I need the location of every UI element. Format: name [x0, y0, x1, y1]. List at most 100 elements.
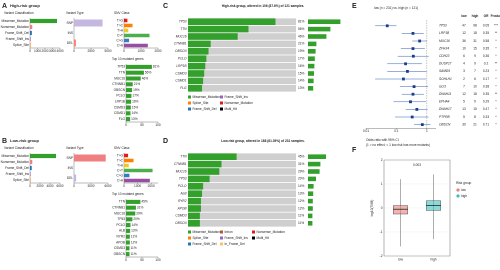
category-label: OBSCN — [114, 252, 126, 256]
percent-label: 45% — [298, 155, 305, 159]
bar — [126, 76, 141, 81]
mutation-block — [188, 190, 203, 197]
x-tick-label: low — [398, 257, 403, 261]
table-cell: 21 — [473, 122, 477, 126]
gene-bar — [308, 221, 313, 226]
row-background — [188, 205, 296, 212]
legend-label: Nonsense_Mutation — [257, 230, 286, 234]
percent-label: 12% — [298, 206, 305, 210]
bar — [124, 33, 150, 38]
percent-label: 14% — [298, 79, 305, 83]
category-label: PCLO — [116, 223, 125, 227]
bar — [124, 38, 130, 43]
percent-label: 56% — [298, 27, 305, 31]
gene-label: CSMD1 — [175, 79, 186, 83]
gene-label: MUC16 — [176, 34, 187, 38]
bar — [126, 246, 130, 251]
table-cell: 10 — [473, 84, 477, 88]
mutation-block — [188, 25, 249, 33]
y-tick-label: 2 — [381, 158, 383, 162]
odds-ratio-point — [411, 92, 415, 96]
gene-bar — [308, 26, 331, 32]
row-background — [188, 62, 296, 70]
bar — [126, 199, 141, 204]
table-cell: * — [495, 100, 497, 104]
chart-title: Top 10 mutated genes — [112, 57, 144, 61]
gene-bar — [308, 198, 313, 204]
category-label: T>C — [117, 158, 124, 162]
legend-label: Missense_Mutation — [193, 230, 221, 234]
value-label: 46% — [142, 76, 149, 80]
bar — [74, 19, 103, 27]
value-label: 16% — [132, 100, 139, 104]
table-cell: 9 — [474, 100, 476, 104]
percent-label: 13% — [298, 86, 305, 90]
odds-ratio-point — [404, 62, 407, 66]
category-label: CSMD3 — [114, 105, 125, 109]
value-label: 56% — [145, 71, 152, 75]
category-label: LRP1B — [115, 100, 125, 104]
x-tick-label: 0 — [73, 184, 75, 188]
category-label: TP53 — [117, 217, 125, 221]
legend-label: low — [461, 188, 466, 192]
table-cell: ** — [495, 62, 498, 66]
bar — [124, 178, 150, 183]
bar — [30, 171, 31, 177]
table-cell: 0.23 — [483, 69, 489, 73]
bar — [126, 217, 133, 222]
bar — [126, 228, 131, 233]
table-cell: 7 — [463, 84, 465, 88]
panel-label: F — [352, 147, 357, 154]
category-label: DEL — [67, 176, 73, 180]
p-value-label: 0.003 — [413, 163, 421, 167]
table-cell: 5 — [463, 115, 465, 119]
legend-label: Frame_Shift_Del — [193, 242, 217, 246]
table-cell: 3 — [463, 69, 465, 73]
mutation-block — [188, 153, 237, 160]
bar — [126, 64, 152, 69]
gene-bar — [308, 154, 326, 159]
legend-swatch — [188, 242, 191, 246]
table-cell: 0.17 — [483, 77, 489, 81]
bar — [124, 43, 148, 48]
gene-label: CTNNB1 — [174, 42, 187, 46]
legend-label: Frame_Shift_Ins — [225, 95, 249, 99]
x-tick-label: 2000 — [41, 49, 48, 53]
legend-swatch — [220, 236, 223, 240]
column-header: high — [472, 14, 479, 18]
table-cell: 0.36 — [483, 54, 489, 58]
mutation-block — [188, 212, 200, 220]
percent-label: 12% — [298, 199, 305, 203]
column-header: OR — [484, 14, 489, 18]
table-cell: 0.33 — [483, 115, 489, 119]
mutation-block — [188, 18, 276, 25]
category-label: Missense_Mutation — [2, 19, 30, 23]
bar — [124, 173, 130, 178]
gene-label: MUC16 — [439, 39, 450, 43]
odds-ratio-point — [385, 24, 389, 28]
row-background — [188, 48, 296, 55]
gene-bar — [308, 161, 321, 167]
bar — [74, 154, 106, 162]
bar — [30, 159, 33, 165]
category-label: TTN — [119, 71, 126, 75]
gene-bar — [308, 19, 341, 24]
category-label: Splice_Site — [13, 178, 29, 182]
bar — [126, 205, 136, 210]
table-cell: 0.47 — [483, 107, 489, 111]
row-background — [188, 168, 296, 175]
gene-label: CDH23 — [439, 54, 450, 58]
gene-label: ZFHX4 — [438, 46, 449, 50]
odds-ratio-point — [406, 70, 409, 73]
row-background — [188, 190, 296, 197]
gene-label: OBSCN — [175, 221, 187, 225]
forest-header: low (n = 231) vs. high (n = 121) — [374, 6, 418, 10]
legend-swatch — [220, 242, 223, 246]
table-cell: 8 — [474, 115, 476, 119]
x-tick-label: high — [430, 257, 436, 261]
value-label: 13% — [131, 117, 138, 121]
bar — [30, 24, 33, 30]
table-cell: 18 — [473, 31, 477, 35]
row-background — [188, 212, 296, 220]
bar — [124, 168, 153, 173]
